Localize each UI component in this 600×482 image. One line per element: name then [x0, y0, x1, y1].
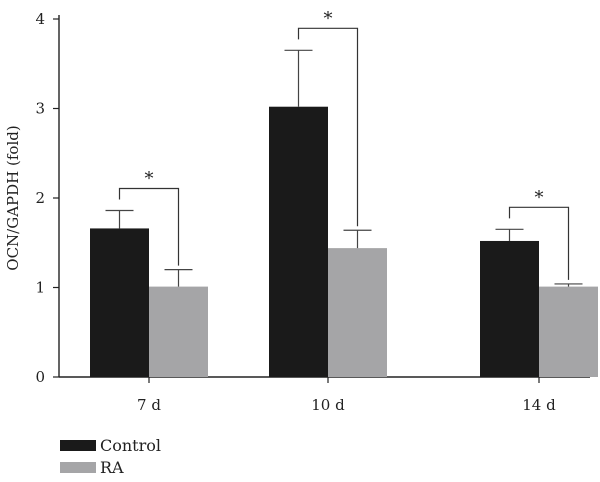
- legend-item-ra: RA: [60, 456, 161, 478]
- y-tick-label: 0: [35, 368, 45, 386]
- bar: [539, 286, 598, 377]
- bar: [480, 240, 539, 377]
- significance-bracket: [508, 206, 570, 280]
- x-tick-label: 7 d: [137, 396, 161, 414]
- legend: Control RA: [60, 434, 161, 478]
- significance-marker: *: [324, 8, 333, 29]
- y-tick-label: 3: [35, 100, 45, 118]
- y-tick-label: 1: [35, 279, 45, 297]
- legend-item-control: Control: [60, 434, 161, 456]
- legend-swatch-ra: [60, 461, 96, 473]
- bar: [149, 286, 208, 377]
- legend-label-control: Control: [100, 435, 162, 455]
- legend-label-ra: RA: [100, 457, 124, 477]
- y-tick-label: 2: [35, 189, 45, 207]
- y-axis-label: OCN/GAPDH (fold): [4, 125, 22, 270]
- significance-bracket: [118, 187, 180, 266]
- significance-marker: *: [145, 169, 154, 190]
- significance-marker: *: [535, 187, 544, 208]
- y-tick-label: 4: [35, 10, 45, 28]
- x-tick-label: 14 d: [522, 396, 556, 414]
- bar: [90, 228, 149, 377]
- significance-bracket: [297, 27, 359, 227]
- legend-swatch-control: [60, 439, 96, 451]
- bar: [269, 106, 328, 378]
- plot-area: 0 1 2 3 4 7 d * 10 d * 14 d *: [35, 8, 598, 414]
- bar: [328, 248, 387, 377]
- x-tick-label: 10 d: [311, 396, 345, 414]
